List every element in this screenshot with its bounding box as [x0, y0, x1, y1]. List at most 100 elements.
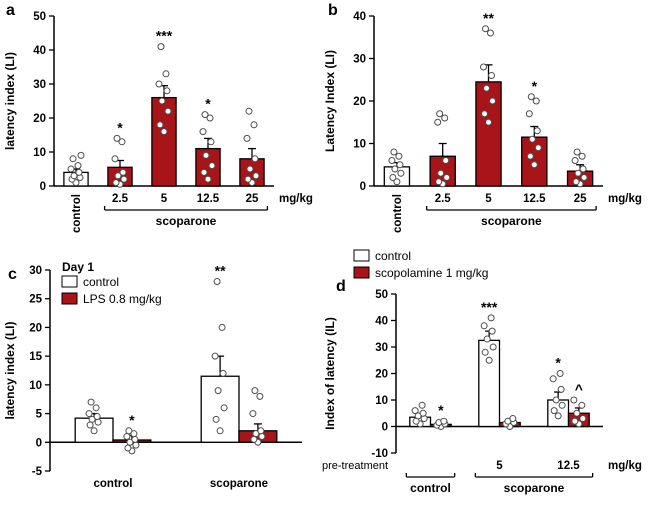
legend-title: Day 1	[62, 260, 94, 274]
data-point	[206, 114, 214, 122]
data-point	[388, 157, 396, 164]
data-point	[219, 369, 227, 377]
panel-letter-a: a	[6, 2, 15, 19]
data-point	[251, 155, 259, 163]
significance-label: *	[129, 412, 135, 428]
data-point	[157, 43, 165, 51]
data-point	[164, 107, 172, 115]
data-point	[245, 107, 253, 115]
data-point	[533, 127, 541, 135]
data-point	[437, 169, 445, 177]
data-point	[442, 157, 450, 164]
data-point	[549, 375, 557, 383]
significance-label: *	[438, 402, 444, 418]
data-point	[534, 144, 542, 152]
data-point	[250, 435, 258, 443]
data-point	[93, 412, 101, 420]
y-tick-label: 0	[382, 422, 388, 434]
x-tick-label: 25	[574, 193, 587, 205]
data-point	[74, 162, 82, 170]
data-point	[528, 135, 536, 143]
data-point	[112, 179, 120, 187]
data-point	[131, 435, 139, 443]
y-tick-label: -10	[371, 448, 388, 460]
data-point	[119, 168, 127, 176]
data-point	[393, 178, 401, 186]
data-point	[574, 169, 582, 177]
x-tick-label: control	[71, 194, 83, 233]
data-point	[579, 165, 587, 173]
y-tick-label: -5	[32, 466, 43, 478]
pretreatment-label: pre-treatment	[322, 460, 388, 472]
y-tick-label: 25	[29, 294, 42, 306]
data-point	[207, 138, 215, 146]
significance-label: *	[205, 96, 211, 112]
chart-c: -5 0 5 10 15 20 25 30 latency index (LI) * control…	[3, 260, 302, 490]
data-point	[571, 417, 579, 425]
data-point	[243, 134, 251, 142]
data-point	[436, 110, 444, 118]
data-point	[202, 151, 210, 159]
data-point	[481, 110, 488, 118]
data-point	[443, 174, 451, 181]
y-tick-label: 0	[40, 181, 46, 193]
data-point	[244, 175, 252, 183]
x-tick-label: 2.5	[435, 193, 452, 205]
data-point	[220, 404, 228, 412]
data-point	[570, 396, 578, 404]
y-tick-label: 20	[33, 113, 46, 125]
y-axis-label: Latency Index (LI)	[323, 50, 337, 152]
data-point	[86, 421, 94, 429]
data-point	[550, 407, 558, 415]
y-tick-label: 20	[353, 96, 366, 108]
legend-label: control	[375, 249, 411, 263]
data-point	[532, 97, 540, 105]
y-tick-label: 40	[375, 316, 388, 328]
y-tick-label: 10	[353, 139, 366, 151]
significance-label: **	[483, 10, 494, 26]
data-point	[480, 322, 488, 330]
significance-label: ^	[575, 381, 583, 397]
data-point	[482, 25, 489, 33]
data-point	[572, 178, 580, 186]
x-tick-label: control	[94, 478, 133, 490]
data-point	[395, 152, 403, 160]
panel-a: a 0 10 20 30 40 50 latency index (LI) control * 2…	[0, 0, 320, 248]
data-point	[69, 155, 77, 163]
group-bracket-label: scoparone	[156, 214, 217, 228]
data-point	[75, 168, 83, 176]
data-point	[250, 121, 258, 129]
chart-b: 0 10 20 30 40 Latency Index (LI) control 2.5 ** 5…	[323, 10, 642, 233]
data-point	[163, 87, 171, 95]
significance-label: *	[532, 78, 538, 94]
y-tick-label: 20	[375, 369, 388, 381]
x-tick-label: 25	[246, 193, 259, 205]
data-point	[111, 155, 119, 163]
data-point	[212, 415, 220, 423]
group-bracket-label: scoparone	[504, 481, 565, 495]
panel-letter-d: d	[336, 278, 346, 295]
data-point	[70, 172, 78, 180]
data-point	[489, 97, 496, 105]
data-point	[201, 111, 209, 119]
significance-label: ***	[156, 28, 173, 44]
y-axis-label: latency index (LI)	[3, 321, 17, 419]
data-point	[124, 444, 132, 452]
data-point	[525, 110, 533, 118]
data-point	[258, 433, 266, 441]
data-point	[92, 404, 100, 412]
data-point	[160, 128, 168, 136]
data-point	[485, 118, 492, 126]
data-point	[558, 401, 566, 409]
data-point	[132, 441, 140, 449]
data-point	[434, 118, 442, 126]
data-point	[481, 348, 489, 356]
legend-label: LPS 0.8 mg/kg	[83, 292, 162, 306]
y-tick-label: 30	[353, 54, 366, 66]
y-tick-label: 30	[29, 265, 42, 277]
data-point	[480, 63, 487, 71]
y-tick-label: 50	[375, 289, 388, 301]
y-tick-label: 30	[33, 79, 46, 91]
data-point	[573, 148, 581, 156]
y-tick-label: 20	[29, 322, 42, 334]
